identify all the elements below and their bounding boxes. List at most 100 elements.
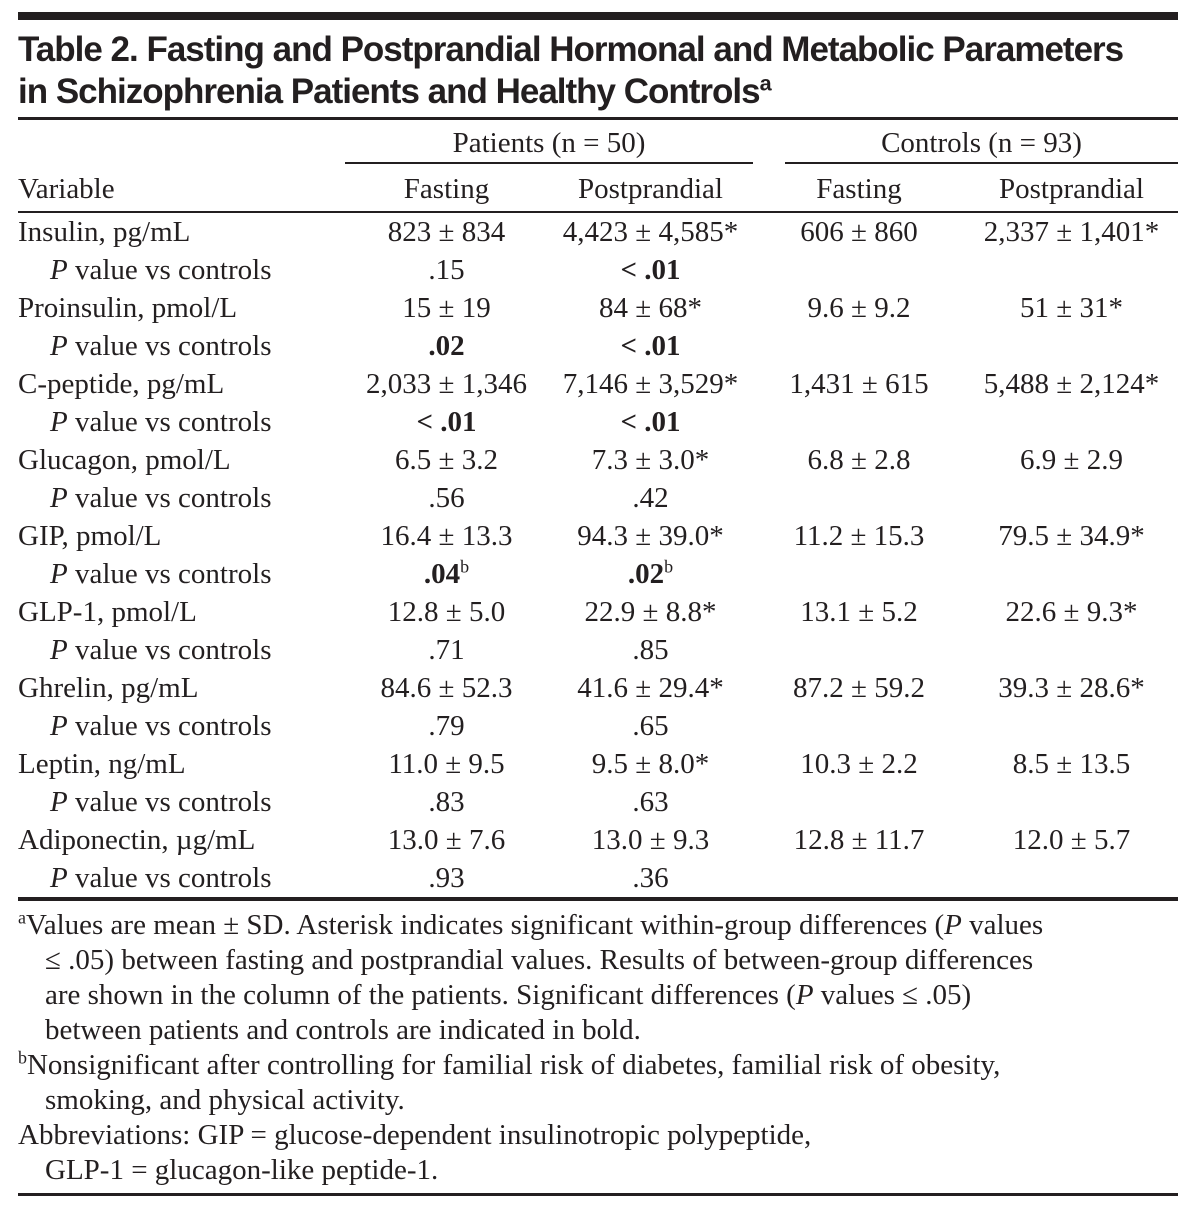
pvalue-text: .93 — [428, 862, 465, 894]
table-title-line2: in Schizophrenia Patients and Healthy Co… — [18, 71, 1178, 113]
pvalue-cell: < .01 — [548, 327, 753, 365]
variable-cell: Adiponectin, µg/mL — [18, 824, 256, 856]
table-row: P value vs controls .04b .02b — [18, 555, 1178, 593]
table-row: Proinsulin, pmol/L 15 ± 19 84 ± 68* 9.6 ± 9… — [18, 289, 1178, 327]
footnote-line: aValues are mean ± SD. Asterisk indicate… — [18, 908, 1178, 943]
value-cell: 22.9 ± 8.8* — [584, 596, 717, 628]
empty-cell — [753, 403, 965, 441]
pvalue-cell: .04b — [345, 555, 548, 593]
value-cell: 13.0 ± 7.6 — [387, 824, 506, 856]
parameters-table: Patients (n = 50) Controls (n = 93) Vari… — [18, 120, 1179, 897]
pvalue-text: .63 — [632, 786, 669, 818]
table-body: Insulin, pg/mL 823 ± 834 4,423 ± 4,585* 606… — [18, 212, 1178, 897]
table-row: Glucagon, pmol/L 6.5 ± 3.2 7.3 ± 3.0* 6.8 ±… — [18, 441, 1178, 479]
variable-cell: C-peptide, pg/mL — [18, 368, 225, 400]
pvalue-text: .85 — [632, 634, 669, 666]
table-row: Adiponectin, µg/mL 13.0 ± 7.6 13.0 ± 9.3 12… — [18, 821, 1178, 859]
empty-cell — [753, 327, 965, 365]
value-cell: 79.5 ± 34.9* — [998, 520, 1145, 552]
pvalue-cell: .63 — [548, 783, 753, 821]
controls-group-header: Controls (n = 93) — [785, 127, 1179, 164]
value-cell: 12.8 ± 5.0 — [387, 596, 506, 628]
patients-postprandial-header: Postprandial — [548, 164, 753, 213]
value-cell: 11.2 ± 15.3 — [793, 520, 925, 552]
pvalue-text: .15 — [428, 254, 465, 286]
pvalue-cell: .02 — [345, 327, 548, 365]
pvalue-text: .56 — [428, 482, 465, 514]
footnote-segment: ≤ .05) between fasting and postprandial … — [45, 944, 1034, 976]
value-cell: 13.0 ± 9.3 — [591, 824, 710, 856]
table-row: Insulin, pg/mL 823 ± 834 4,423 ± 4,585* 606… — [18, 212, 1178, 251]
footnote-segment: values ≤ .05) — [813, 979, 972, 1011]
footnote-segment: smoking, and physical activity. — [45, 1084, 405, 1116]
table-row: C-peptide, pg/mL 2,033 ± 1,346 7,146 ± 3,5… — [18, 365, 1178, 403]
pvalue-text: .02 — [428, 330, 465, 362]
value-cell: 94.3 ± 39.0* — [577, 520, 724, 552]
value-cell: 87.2 ± 59.2 — [793, 672, 925, 704]
pvalue-cell: .83 — [345, 783, 548, 821]
value-cell: 6.9 ± 2.9 — [1020, 444, 1123, 476]
variable-cell: GIP, pmol/L — [18, 520, 162, 552]
patients-group-cell: Patients (n = 50) — [345, 120, 753, 164]
pvalue-label-rest: value vs controls — [67, 254, 272, 286]
empty-cell — [753, 859, 965, 897]
table-title-line1: Table 2. Fasting and Postprandial Hormon… — [18, 30, 1124, 69]
value-cell: 5,488 ± 2,124* — [983, 368, 1160, 400]
variable-cell: Ghrelin, pg/mL — [18, 672, 199, 704]
corner-cell — [18, 120, 345, 164]
pvalue-label-italic: P — [50, 710, 68, 742]
pvalue-label-rest: value vs controls — [67, 862, 272, 894]
pvalue-cell: .93 — [345, 859, 548, 897]
pvalue-footnote-marker: b — [460, 556, 470, 577]
pvalue-cell: .15 — [345, 251, 548, 289]
empty-cell — [965, 555, 1178, 593]
empty-cell — [965, 631, 1178, 669]
footnote-line: between patients and controls are indica… — [18, 1013, 1178, 1048]
table-row: Ghrelin, pg/mL 84.6 ± 52.3 41.6 ± 29.4* 87.… — [18, 669, 1178, 707]
value-cell: 15 ± 19 — [402, 292, 491, 324]
pvalue-label-rest: value vs controls — [67, 710, 272, 742]
value-cell: 22.6 ± 9.3* — [1005, 596, 1138, 628]
value-cell: 10.3 ± 2.2 — [800, 748, 918, 780]
table-row: Leptin, ng/mL 11.0 ± 9.5 9.5 ± 8.0* 10.3 ± … — [18, 745, 1178, 783]
pvalue-text: .02 — [627, 558, 665, 590]
pvalue-text: .71 — [428, 634, 465, 666]
value-cell: 9.5 ± 8.0* — [591, 748, 710, 780]
page-bottom-rule — [18, 1193, 1178, 1196]
top-rule-bar — [18, 12, 1178, 20]
footnote: bNonsignificant after controlling for fa… — [18, 1048, 1178, 1118]
empty-cell — [965, 403, 1178, 441]
pvalue-cell: < .01 — [548, 403, 753, 441]
controls-group-cell: Controls (n = 93) — [753, 120, 1179, 164]
footnote-line: GLP-1 = glucagon-like peptide-1. — [18, 1153, 1178, 1188]
pvalue-text: .36 — [632, 862, 669, 894]
empty-cell — [753, 479, 965, 517]
patients-group-header: Patients (n = 50) — [345, 127, 753, 164]
pvalue-cell: < .01 — [345, 403, 548, 441]
pvalue-cell: .71 — [345, 631, 548, 669]
pvalue-label-italic: P — [50, 558, 68, 590]
empty-cell — [965, 479, 1178, 517]
pvalue-cell: .56 — [345, 479, 548, 517]
table-bottom-rule — [18, 897, 1178, 901]
value-cell: 41.6 ± 29.4* — [577, 672, 724, 704]
pvalue-label-italic: P — [50, 330, 68, 362]
empty-cell — [753, 707, 965, 745]
pvalue-cell: .85 — [548, 631, 753, 669]
table-row: GLP-1, pmol/L 12.8 ± 5.0 22.9 ± 8.8* 13.1 ±… — [18, 593, 1178, 631]
empty-cell — [753, 783, 965, 821]
variable-cell: Glucagon, pmol/L — [18, 444, 231, 476]
pvalue-text: .65 — [632, 710, 669, 742]
table-row: P value vs controls .93 .36 — [18, 859, 1178, 897]
value-cell: 12.8 ± 11.7 — [793, 824, 925, 856]
pvalue-text: < .01 — [620, 406, 681, 438]
footnote-segment: a — [18, 907, 26, 928]
pvalue-label-cell: P value vs controls — [18, 631, 345, 669]
column-header-row: Variable Fasting Postprandial Fasting Po… — [18, 164, 1179, 213]
pvalue-label-rest: value vs controls — [67, 786, 272, 818]
pvalue-footnote-marker: b — [664, 556, 674, 577]
empty-cell — [965, 251, 1178, 289]
footnote-line: ≤ .05) between fasting and postprandial … — [18, 943, 1178, 978]
value-cell: 84.6 ± 52.3 — [380, 672, 513, 704]
footnote: Abbreviations: GIP = glucose-dependent i… — [18, 1118, 1178, 1188]
